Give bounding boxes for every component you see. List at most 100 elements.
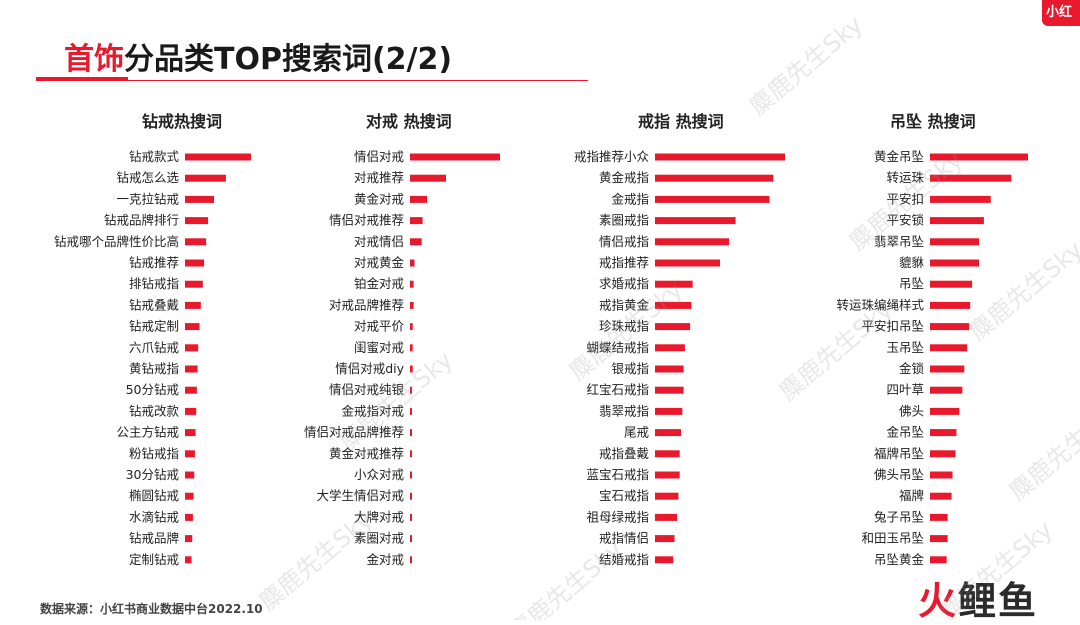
category-label: 戒指黄金	[599, 297, 650, 312]
bar	[410, 280, 414, 288]
category-label: 情侣戒指	[599, 234, 649, 249]
category-label: 兔子吊坠	[874, 509, 924, 524]
page-title: 首饰分品类TOP搜索词(2/2)	[64, 34, 452, 78]
category-label: 素圈戒指	[599, 213, 649, 228]
category-label: 尾戒	[624, 425, 650, 440]
bar	[410, 259, 415, 267]
brand-logo-part2: 鲤鱼	[958, 579, 1039, 623]
category-label: 平安扣	[886, 191, 924, 206]
bar	[655, 217, 736, 225]
category-label: 钻戒叠戴	[129, 297, 179, 312]
category-label: 祖母绿戒指	[586, 509, 649, 524]
bar	[655, 238, 730, 246]
category-label: 黄钻戒指	[129, 361, 179, 376]
bar	[410, 429, 412, 437]
bar	[185, 535, 193, 543]
bar	[185, 174, 226, 182]
bar	[930, 556, 947, 564]
category-label: 佛头	[899, 403, 924, 418]
category-label: 钻戒推荐	[129, 255, 179, 270]
bar	[185, 513, 193, 521]
bar	[185, 471, 195, 479]
bar	[655, 407, 683, 415]
category-label: 蓝宝石戒指	[586, 467, 649, 482]
category-label: 平安扣吊坠	[861, 319, 924, 334]
category-label: 蝴蝶结戒指	[586, 340, 649, 355]
category-label: 转运珠编绳样式	[836, 297, 924, 312]
panel-title: 吊坠 热搜词	[890, 112, 976, 131]
category-label: 铂金对戒	[354, 276, 405, 291]
category-label: 福牌吊坠	[874, 446, 924, 461]
bar-chart-pendant: 黄金吊坠转运珠平安扣平安锁翡翠吊坠貔貅吊坠转运珠编绳样式平安扣吊坠玉吊坠金锁四叶…	[836, 149, 1028, 567]
bar	[185, 195, 215, 203]
bar-chart-diamond-ring: 钻戒款式钻戒怎么选一克拉钻戒钻戒品牌排行钻戒哪个品牌性价比高钻戒推荐排钻戒指钻戒…	[54, 149, 251, 567]
category-label: 素圈对戒	[354, 531, 405, 546]
category-label: 30分钻戒	[126, 467, 180, 482]
bar	[185, 280, 203, 288]
bar	[185, 556, 192, 564]
bar	[655, 450, 680, 458]
category-label: 排钻戒指	[129, 276, 179, 291]
category-label: 椭圆钻戒	[129, 488, 180, 503]
category-label: 对戒黄金	[354, 255, 405, 270]
category-label: 对戒平价	[354, 319, 405, 334]
category-label: 定制钻戒	[129, 552, 180, 567]
category-label: 戒指推荐小众	[574, 149, 649, 164]
bar	[655, 280, 693, 288]
category-label: 翡翠吊坠	[874, 234, 924, 249]
category-label: 金戒指对戒	[341, 403, 404, 418]
bar	[930, 323, 970, 331]
category-label: 戒指叠戴	[599, 446, 649, 461]
category-label: 金锁	[899, 361, 925, 376]
bar	[410, 450, 412, 458]
category-label: 对戒情侣	[354, 234, 404, 249]
corner-logo: 小红	[1042, 0, 1080, 26]
bar	[930, 471, 953, 479]
category-label: 金对戒	[366, 552, 404, 567]
bar	[930, 259, 979, 267]
category-label: 水滴钻戒	[129, 509, 180, 524]
bar	[655, 365, 684, 373]
category-label: 情侣对戒纯银	[329, 382, 405, 397]
bar	[185, 450, 195, 458]
bar	[930, 429, 957, 437]
category-label: 公主方钻戒	[116, 425, 179, 440]
category-label: 黄金吊坠	[874, 149, 924, 164]
bar	[410, 365, 413, 373]
category-label: 情侣对戒推荐	[329, 213, 404, 228]
title-underline	[48, 80, 588, 81]
panel-title: 钻戒热搜词	[142, 112, 223, 131]
category-label: 珍珠戒指	[599, 319, 649, 334]
category-label: 对戒品牌推荐	[329, 297, 404, 312]
category-label: 求婚戒指	[599, 276, 649, 291]
category-label: 情侣对戒diy	[335, 361, 404, 376]
category-label: 戒指推荐	[599, 255, 649, 270]
bar	[655, 535, 675, 543]
bar	[410, 217, 423, 225]
bar	[655, 174, 774, 182]
bar	[410, 344, 413, 352]
category-label: 四叶草	[886, 382, 924, 397]
bar	[655, 344, 685, 352]
panel-ring: 戒指 热搜词 戒指推荐小众 黄金戒指 金戒指 素圈戒指 情侣戒指 戒指推荐 求婚戒指 戒指黄金…	[540, 100, 800, 580]
panel-pendant: 吊坠 热搜词 黄金吊坠 转运珠 平安扣 平安锁 翡翠吊坠 貔貅 吊坠 转运珠编绳样式 平安扣吊坠…	[810, 100, 1050, 580]
bar-chart-couple-ring: 情侣对戒对戒推荐黄金对戒情侣对戒推荐对戒情侣对戒黄金铂金对戒对戒品牌推荐对戒平价…	[304, 149, 500, 567]
category-label: 大学生情侣对戒	[316, 488, 404, 503]
page-title-accent: 首饰	[64, 42, 124, 77]
bar	[410, 535, 412, 543]
bar	[185, 344, 199, 352]
category-label: 粉钻戒指	[129, 446, 179, 461]
bar	[930, 344, 968, 352]
bar	[930, 195, 991, 203]
bar	[410, 238, 422, 246]
category-label: 黄金戒指	[599, 170, 649, 185]
bar	[185, 365, 198, 373]
category-label: 情侣对戒	[354, 149, 405, 164]
category-label: 闺蜜对戒	[354, 340, 405, 355]
bar	[410, 492, 412, 500]
bar	[185, 386, 197, 394]
bar	[655, 195, 770, 203]
bar	[655, 301, 692, 309]
data-source-note: 数据来源：小红书商业数据中台2022.10	[40, 602, 263, 616]
bar	[930, 217, 984, 225]
